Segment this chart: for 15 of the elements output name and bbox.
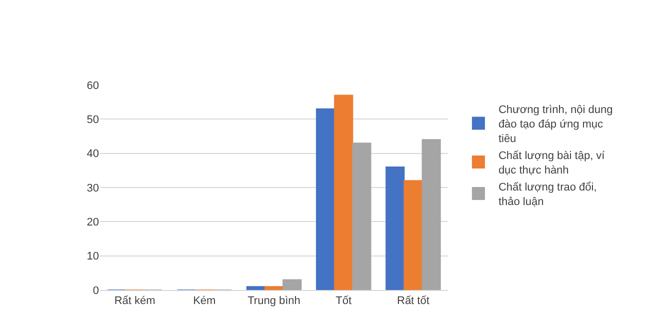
legend-label: Chương trình, nội dung đào tạo đáp ứng mục tiêu: [498, 104, 613, 145]
y-tick-label: 40: [86, 148, 99, 160]
x-tick-label: Tốt: [336, 295, 352, 308]
legend-label: Chất lượng bài tập, ví dục thực hành: [498, 150, 606, 176]
x-tick-label: Kém: [193, 295, 216, 308]
y-tick-label: 0: [92, 284, 99, 297]
x-tick-label: Trung bình: [248, 295, 300, 308]
y-tick-label: 60: [86, 80, 99, 92]
y-tick-label: 20: [86, 216, 99, 229]
y-tick-label: 30: [86, 182, 99, 194]
y-tick-label: 10: [86, 250, 99, 263]
y-tick-label: 50: [86, 114, 99, 126]
x-tick-label: Rất kém: [114, 295, 156, 308]
x-tick-label: Rất tốt: [396, 295, 430, 308]
legend-label: Chất lượng trao đổi, thảo luận: [498, 182, 597, 208]
